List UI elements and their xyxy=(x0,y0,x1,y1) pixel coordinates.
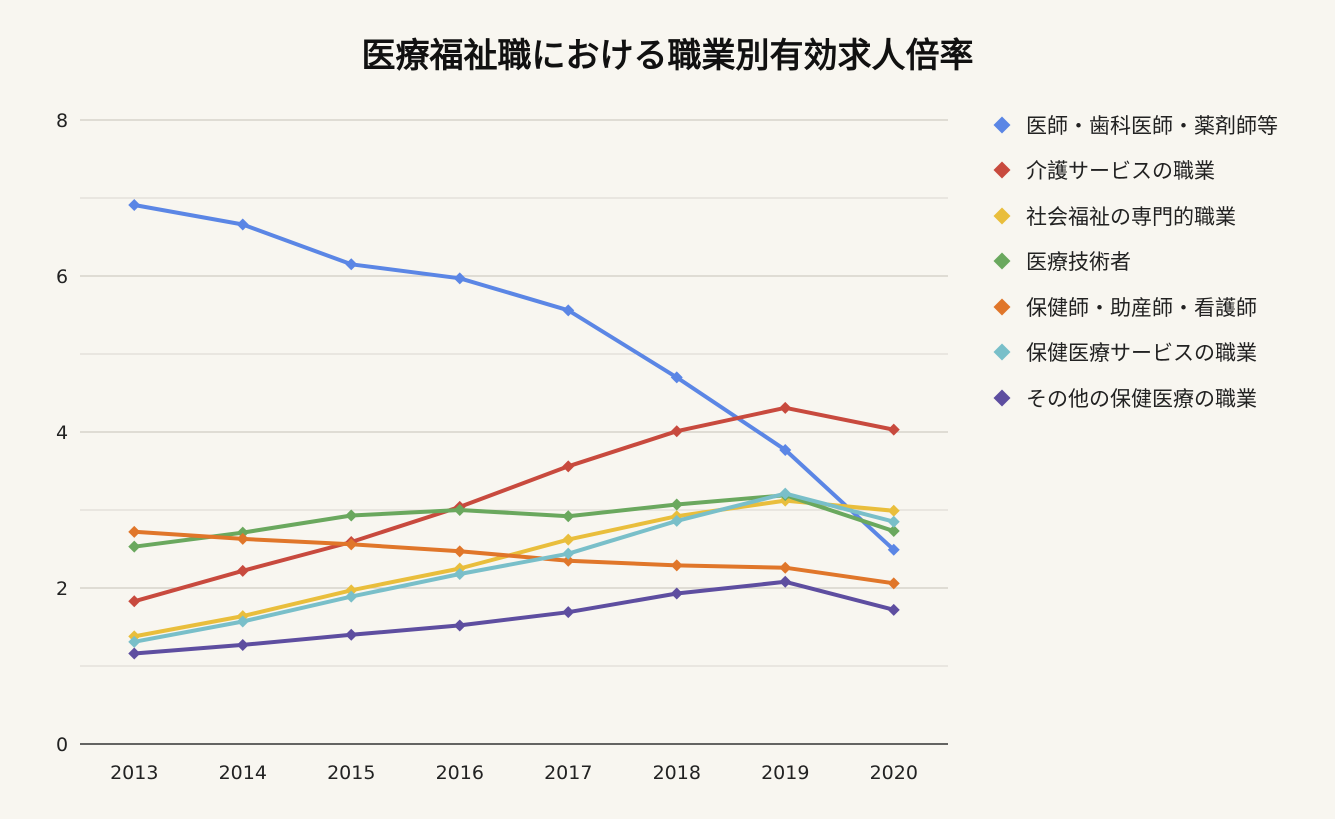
x-tick-label: 2017 xyxy=(544,762,592,784)
data-point-6-2014 xyxy=(236,615,249,628)
x-tick-label: 2013 xyxy=(110,762,158,784)
legend-item-5: 保健師・助産師・看護師 xyxy=(990,284,1278,330)
legend-marker-icon xyxy=(993,343,1011,361)
data-point-2-2014 xyxy=(236,564,249,577)
legend-item-2: 介護サービスの職業 xyxy=(990,148,1278,194)
y-tick-label: 2 xyxy=(56,578,68,600)
data-point-5-2020 xyxy=(887,577,900,590)
data-point-7-2018 xyxy=(670,587,683,600)
data-point-2-2019 xyxy=(779,401,792,414)
data-point-2-2020 xyxy=(887,423,900,436)
x-tick-label: 2019 xyxy=(761,762,809,784)
legend-marker-icon xyxy=(993,389,1011,407)
y-tick-label: 8 xyxy=(56,110,68,132)
data-point-1-2018 xyxy=(670,371,683,384)
legend-marker-icon xyxy=(993,161,1011,179)
y-tick-label: 0 xyxy=(56,734,68,756)
data-point-1-2019 xyxy=(779,443,792,456)
series-line-1 xyxy=(132,203,896,552)
data-point-5-2019 xyxy=(779,561,792,574)
data-point-1-2013 xyxy=(128,199,141,212)
data-point-6-2020 xyxy=(887,515,900,528)
legend-marker-icon xyxy=(993,207,1011,225)
x-tick-label: 2014 xyxy=(219,762,267,784)
data-point-7-2019 xyxy=(779,575,792,588)
y-tick-label: 6 xyxy=(56,266,68,288)
data-point-4-2015 xyxy=(345,509,358,522)
legend-marker-icon xyxy=(993,116,1011,134)
data-point-5-2015 xyxy=(345,538,358,551)
data-point-1-2017 xyxy=(562,304,575,317)
data-point-7-2016 xyxy=(453,619,466,632)
data-point-6-2019 xyxy=(779,487,792,500)
legend-item-6: 保健医療サービスの職業 xyxy=(990,330,1278,376)
legend-item-4: 医療技術者 xyxy=(990,239,1278,285)
series-line-5 xyxy=(132,529,896,586)
data-point-7-2015 xyxy=(345,628,358,641)
legend-marker-icon xyxy=(993,298,1011,316)
x-tick-label: 2020 xyxy=(870,762,918,784)
data-point-1-2014 xyxy=(236,218,249,231)
legend-label: 保健医療サービスの職業 xyxy=(1026,341,1257,366)
data-point-4-2018 xyxy=(670,498,683,511)
data-point-2-2018 xyxy=(670,425,683,438)
legend-label: 医師・歯科医師・薬剤師等 xyxy=(1026,113,1278,138)
legend-label: 医療技術者 xyxy=(1026,250,1131,275)
x-tick-label: 2015 xyxy=(327,762,375,784)
data-point-4-2017 xyxy=(562,510,575,523)
legend-item-7: その他の保健医療の職業 xyxy=(990,375,1278,421)
data-point-4-2014 xyxy=(236,526,249,539)
data-point-5-2017 xyxy=(562,554,575,567)
data-point-7-2020 xyxy=(887,603,900,616)
data-point-2-2013 xyxy=(128,595,141,608)
legend-item-3: 社会福祉の専門的職業 xyxy=(990,193,1278,239)
x-tick-label: 2018 xyxy=(653,762,701,784)
data-point-2-2017 xyxy=(562,460,575,473)
data-point-5-2014 xyxy=(236,532,249,545)
data-point-5-2016 xyxy=(453,545,466,558)
data-point-6-2016 xyxy=(453,567,466,580)
legend-item-1: 医師・歯科医師・薬剤師等 xyxy=(990,102,1278,148)
series-line-7 xyxy=(132,579,896,656)
data-point-5-2013 xyxy=(128,525,141,538)
data-point-6-2013 xyxy=(128,635,141,648)
data-point-3-2020 xyxy=(887,504,900,517)
y-tick-label: 4 xyxy=(56,422,68,444)
data-point-1-2015 xyxy=(345,258,358,271)
legend-label: 保健師・助産師・看護師 xyxy=(1026,295,1257,320)
series-line-6 xyxy=(132,491,896,644)
data-point-4-2020 xyxy=(887,525,900,538)
data-point-6-2015 xyxy=(345,590,358,603)
data-point-5-2018 xyxy=(670,559,683,572)
data-point-6-2018 xyxy=(670,514,683,527)
legend: 医師・歯科医師・薬剤師等 介護サービスの職業 社会福祉の専門的職業 医療技術者保健師・… xyxy=(990,102,1278,421)
data-point-3-2017 xyxy=(562,533,575,546)
data-point-6-2017 xyxy=(562,547,575,560)
data-point-7-2017 xyxy=(562,606,575,619)
data-point-1-2020 xyxy=(887,543,900,556)
data-point-3-2015 xyxy=(345,584,358,597)
legend-label: 介護サービスの職業 xyxy=(1026,159,1215,184)
data-point-4-2016 xyxy=(453,504,466,516)
x-tick-label: 2016 xyxy=(436,762,484,784)
data-point-1-2016 xyxy=(453,272,466,285)
data-point-7-2014 xyxy=(236,638,249,651)
legend-label: その他の保健医療の職業 xyxy=(1026,386,1257,411)
series-line-2 xyxy=(132,405,896,604)
legend-label: 社会福祉の専門的職業 xyxy=(1026,204,1236,229)
chart-title: 医療福祉職における職業別有効求人倍率 xyxy=(361,36,974,76)
legend-marker-icon xyxy=(993,252,1011,270)
data-point-4-2013 xyxy=(128,540,141,553)
data-point-7-2013 xyxy=(128,647,141,660)
